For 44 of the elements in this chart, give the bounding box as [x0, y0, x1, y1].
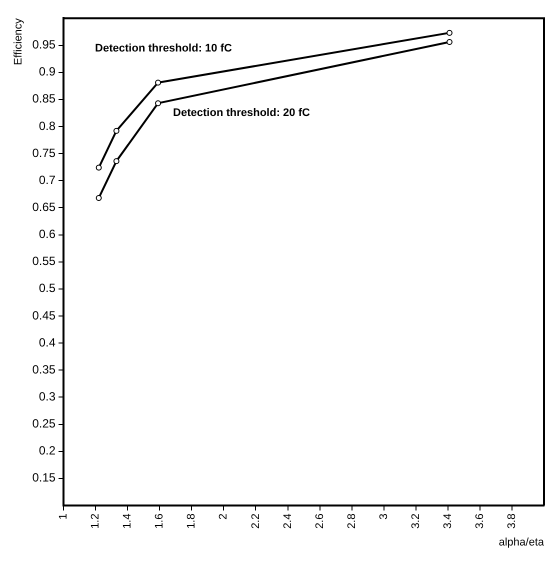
point — [96, 194, 102, 201]
y-tick-label: 0.65 — [32, 200, 56, 214]
x-tick-label: 2.8 — [346, 514, 358, 529]
y-tick-label: 0.3 — [38, 390, 56, 404]
y-tick-label: 0.5 — [38, 281, 56, 296]
y-tick-label: 0.4 — [38, 335, 56, 350]
y-tick-label: 0.9 — [38, 64, 56, 79]
point — [446, 30, 453, 36]
x-tick-label: 1.6 — [154, 514, 166, 529]
y-tick-label: 0.6 — [38, 227, 56, 242]
x-tick-label: 2 — [218, 514, 230, 520]
x-tick-label: 1.4 — [122, 514, 134, 529]
x-axis-title: alpha/eta — [498, 536, 545, 548]
x-tick-label: 3.2 — [410, 514, 422, 529]
y-tick-label: 0.8 — [38, 118, 56, 133]
y-tick-label: 0.85 — [32, 92, 56, 106]
x-tick-label: 2.6 — [314, 514, 326, 529]
y-tick-label: 0.45 — [32, 308, 56, 322]
x-tick-label: 3 — [378, 514, 390, 520]
x-tick-label: 2.2 — [250, 514, 262, 529]
point — [113, 128, 120, 134]
point — [155, 80, 162, 86]
point — [446, 39, 453, 46]
x-tick-label: 1 — [58, 514, 70, 520]
x-tick-label: 1.2 — [90, 514, 102, 529]
y-tick-label: 0.55 — [32, 254, 56, 268]
y-tick-label: 0.15 — [32, 470, 56, 485]
x-tick-label: 3.4 — [442, 514, 454, 529]
y-tick-label: 0.25 — [32, 416, 56, 431]
x-tick-label: 3.8 — [506, 514, 518, 529]
y-axis-title: Efficiency — [12, 18, 25, 66]
series-label: Detection threshold: 10 fC — [95, 42, 232, 55]
point — [113, 158, 120, 164]
y-tick-label: 0.7 — [38, 172, 56, 187]
point — [96, 164, 102, 171]
x-tick-label: 1.8 — [186, 514, 198, 529]
x-tick-label: 2.4 — [282, 514, 294, 529]
y-tick-label: 0.35 — [32, 362, 56, 376]
point — [155, 100, 162, 106]
y-tick-label: 0.75 — [32, 146, 56, 160]
y-tick-label: 0.95 — [32, 38, 56, 52]
y-tick-label: 0.2 — [38, 444, 56, 458]
series-label: Detection threshold: 20 fC — [173, 107, 310, 120]
x-tick-label: 3.6 — [474, 514, 486, 529]
